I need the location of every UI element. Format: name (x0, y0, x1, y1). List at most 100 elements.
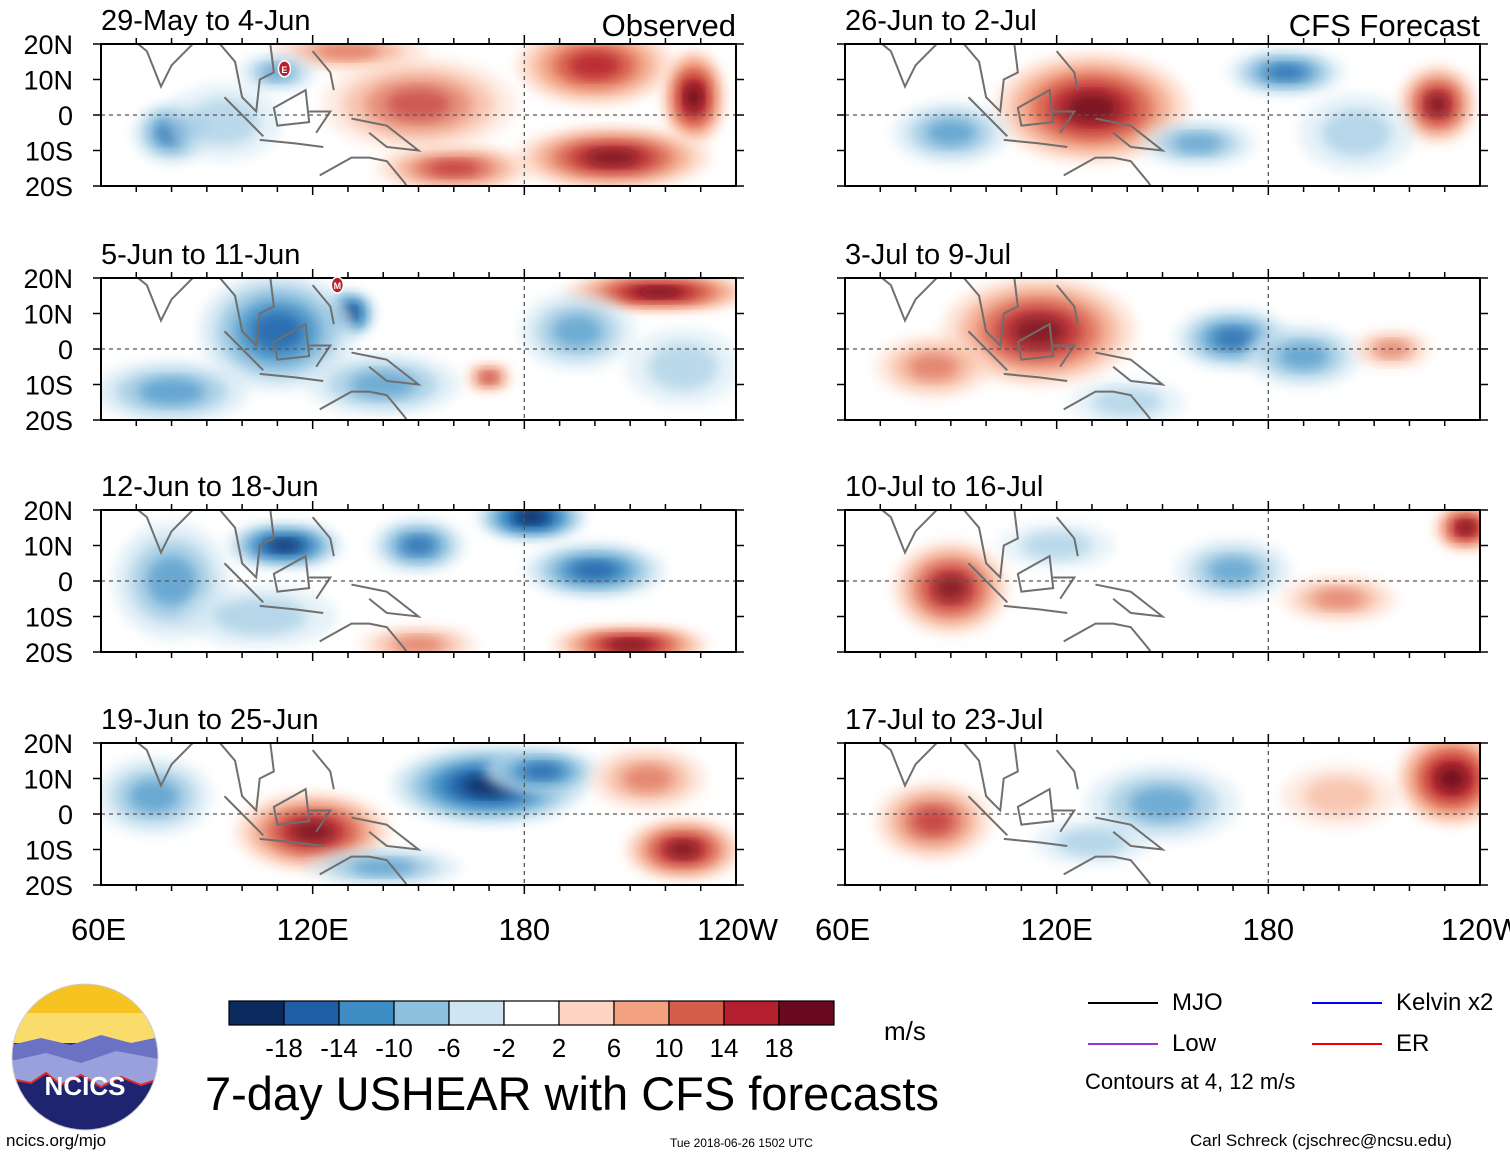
colorbar: -18 -14 -10 -6 -2 2 6 10 14 18 (228, 1000, 835, 1063)
colorbar-tick-label: 18 (765, 1033, 794, 1063)
y-tick-label: 20S (25, 871, 73, 901)
panel-forecast-3: 10-Jul to 16-Jul (837, 471, 1488, 661)
legend-swatch-low (1088, 1043, 1158, 1045)
panel-observed-1: 20N 10N 0 10S 20S 29-May to 4-Jun Observed E (23, 5, 744, 202)
shear-field (845, 278, 1480, 420)
legend-swatch-kelvin (1312, 1002, 1382, 1004)
panel-date-label: 29-May to 4-Jun (101, 5, 311, 37)
y-tick-label: 0 (58, 567, 73, 597)
x-tick-label: 120E (1020, 912, 1092, 947)
legend-swatch-er (1312, 1043, 1382, 1045)
storm-marker (330, 276, 345, 294)
panel-observed-4: 20N 10N 0 10S 20S 19-Jun to 25-Jun 60E 120E 180 1… (23, 704, 779, 947)
legend-swatch-mjo (1088, 1002, 1158, 1004)
panel-date-label: 17-Jul to 23-Jul (845, 704, 1043, 736)
x-tick-label: 120W (697, 912, 779, 947)
colorbar-cell (558, 1000, 615, 1026)
coastline (136, 278, 422, 420)
y-tick-label: 10S (25, 371, 73, 401)
coastline (136, 44, 422, 186)
legend-label-low: Low (1172, 1030, 1217, 1057)
colorbar-cell (723, 1000, 780, 1026)
storm-marker-label: E (281, 65, 287, 75)
contour-note: Contours at 4, 12 m/s (1085, 1069, 1296, 1094)
y-tick-label: 10S (25, 836, 73, 866)
legend-item-low: Low (1088, 1030, 1217, 1057)
y-tick-label: 20N (23, 264, 73, 294)
y-tick-label: 0 (58, 800, 73, 830)
x-tick-label: 60E (71, 912, 126, 947)
x-tick-label: 120W (1441, 912, 1510, 947)
colorbar-tick-label: 10 (655, 1033, 684, 1063)
coastline (880, 743, 1166, 885)
y-tick-label: 20N (23, 496, 73, 526)
panel-forecast-1: 26-Jun to 2-Jul CFS Forecast (837, 5, 1488, 195)
colorbar-cell (613, 1000, 670, 1026)
colorbar-tick-label: -6 (437, 1033, 460, 1063)
legend-label-er: ER (1396, 1030, 1430, 1057)
panel-date-label: 3-Jul to 9-Jul (845, 239, 1011, 271)
coastline (880, 278, 1166, 420)
colorbar-cell (393, 1000, 450, 1026)
y-tick-label: 10N (23, 532, 73, 562)
panel-observed-3: 20N 10N 0 10S 20S 12-Jun to 18-Jun (23, 471, 744, 668)
y-tick-label: 10S (25, 137, 73, 167)
panel-date-label: 19-Jun to 25-Jun (101, 704, 319, 736)
y-tick-label: 20S (25, 638, 73, 668)
colorbar-cell (503, 1000, 560, 1026)
site-url: ncics.org/mjo (6, 1131, 107, 1150)
shear-field (101, 44, 736, 186)
storm-marker-label: M (334, 281, 342, 291)
colorbar-cell (668, 1000, 725, 1026)
y-tick-label: 10N (23, 66, 73, 96)
colorbar-cell (228, 1000, 285, 1026)
panel-date-label: 26-Jun to 2-Jul (845, 5, 1037, 37)
y-tick-label: 20S (25, 406, 73, 436)
legend-label-kelvin: Kelvin x2 (1396, 989, 1494, 1016)
colorbar-cell (778, 1000, 835, 1026)
panel-date-label: 12-Jun to 18-Jun (101, 471, 319, 503)
colorbar-tick-label: 14 (710, 1033, 739, 1063)
coastline (136, 743, 422, 885)
coastline (880, 510, 1166, 652)
coastline (880, 44, 1166, 186)
colorbar-unit: m/s (884, 1016, 926, 1046)
legend-item-kelvin: Kelvin x2 (1312, 989, 1494, 1016)
panel-forecast-2: 3-Jul to 9-Jul (837, 239, 1488, 429)
y-tick-label: 10N (23, 300, 73, 330)
column-header: Observed (602, 8, 736, 43)
colorbar-tick-label: -14 (320, 1033, 358, 1063)
legend-label-mjo: MJO (1172, 989, 1223, 1016)
y-tick-label: 0 (58, 101, 73, 131)
legend-item-er: ER (1312, 1030, 1430, 1057)
logo-text: NCICS (45, 1071, 126, 1101)
colorbar-tick-label: -10 (375, 1033, 413, 1063)
x-tick-label: 120E (276, 912, 348, 947)
colorbar-tick-label: -18 (265, 1033, 303, 1063)
y-tick-label: 0 (58, 335, 73, 365)
x-tick-label: 180 (1242, 912, 1294, 947)
colorbar-cell (338, 1000, 395, 1026)
panel-forecast-4: 17-Jul to 23-Jul 60E 120E 180 120W (815, 704, 1510, 947)
coastline (136, 510, 422, 652)
shear-field (101, 743, 736, 885)
colorbar-tick-label: 6 (607, 1033, 621, 1063)
y-tick-label: 20S (25, 172, 73, 202)
y-tick-label: 10N (23, 765, 73, 795)
y-tick-label: 20N (23, 729, 73, 759)
panel-date-label: 5-Jun to 11-Jun (101, 239, 300, 271)
y-tick-label: 20N (23, 30, 73, 60)
legend-item-mjo: MJO (1088, 989, 1223, 1016)
credit: Carl Schreck (cjschrec@ncsu.edu) (1190, 1131, 1452, 1150)
shear-field (101, 278, 736, 420)
column-header: CFS Forecast (1289, 8, 1481, 43)
x-tick-label: 60E (815, 912, 870, 947)
colorbar-cell (283, 1000, 340, 1026)
y-tick-label: 10S (25, 603, 73, 633)
panel-observed-2: 20N 10N 0 10S 20S 5-Jun to 11-Jun M (23, 239, 744, 436)
ncics-logo: NCICS (11, 983, 159, 1131)
panel-date-label: 10-Jul to 16-Jul (845, 471, 1043, 503)
colorbar-cell (448, 1000, 505, 1026)
main-title: 7-day USHEAR with CFS forecasts (205, 1067, 939, 1120)
